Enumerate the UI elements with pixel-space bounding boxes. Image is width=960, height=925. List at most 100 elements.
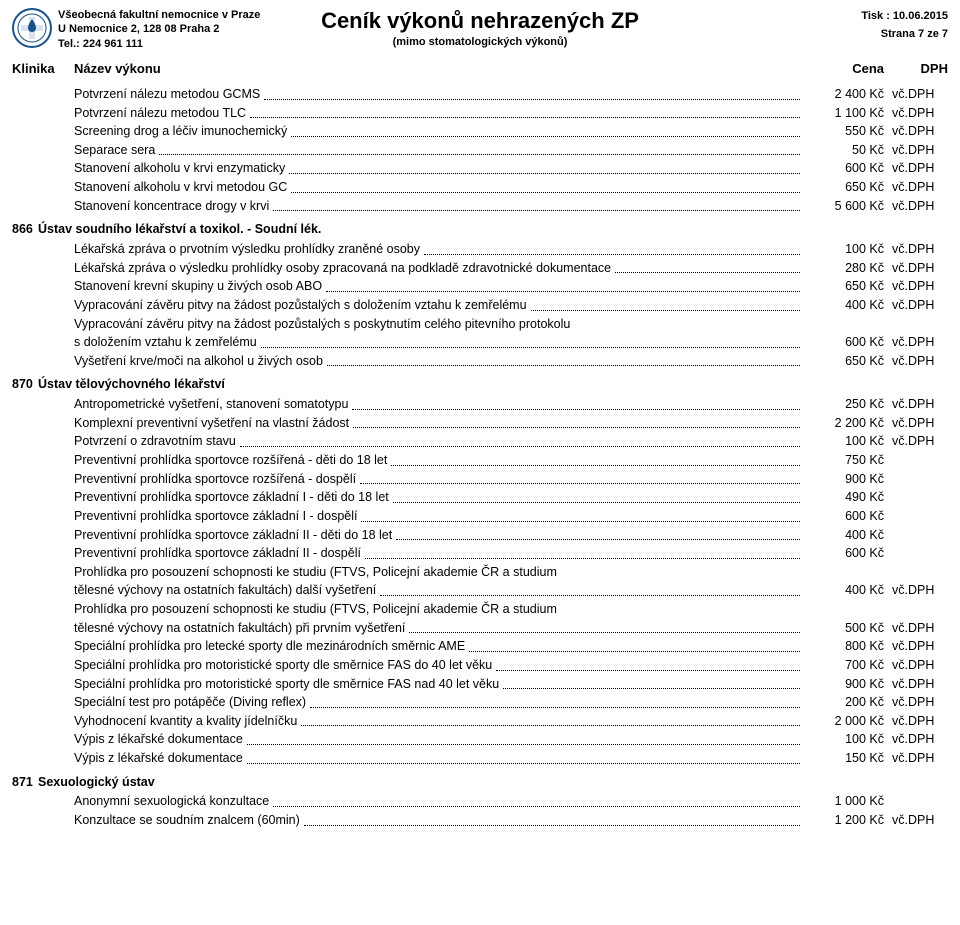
price-row: Stanovení alkoholu v krvi enzymaticky600…	[12, 161, 948, 177]
item-name: Speciální prohlídka pro motoristické spo…	[74, 677, 499, 693]
price-row: Stanovení koncentrace drogy v krvi5 600 …	[12, 199, 948, 215]
price-row: Preventivní prohlídka sportovce základní…	[12, 528, 948, 544]
item-price: 100 Kč	[804, 434, 884, 450]
leader-dots	[301, 725, 800, 726]
item-name: Preventivní prohlídka sportovce základní…	[74, 509, 357, 525]
item-dph: vč.DPH	[884, 434, 948, 450]
col-cena: Cena	[804, 61, 884, 76]
leader-dots	[261, 347, 800, 348]
price-row: s doložením vztahu k zemřelému600 Kčvč.D…	[12, 335, 948, 351]
item-name: Preventivní prohlídka sportovce rozšířen…	[74, 472, 356, 488]
price-row: Stanovení alkoholu v krvi metodou GC650 …	[12, 180, 948, 196]
item-dph: vč.DPH	[884, 714, 948, 730]
org-line-3: Tel.: 224 961 111	[58, 38, 143, 50]
leader-dots	[264, 99, 800, 100]
item-name: Stanovení alkoholu v krvi enzymaticky	[74, 161, 285, 177]
item-name: Výpis z lékařské dokumentace	[74, 751, 243, 767]
price-row: Separace sera50 Kčvč.DPH	[12, 143, 948, 159]
leader-dots	[409, 632, 800, 633]
item-dph: vč.DPH	[884, 397, 948, 413]
item-price: 900 Kč	[804, 472, 884, 488]
item-price: 750 Kč	[804, 453, 884, 469]
price-row: Potvrzení nálezu metodou TLC 1 100 Kčvč.D…	[12, 106, 948, 122]
item-name: Vyhodnocení kvantity a kvality jídelníčk…	[74, 714, 297, 730]
leader-dots	[469, 651, 800, 652]
item-dph: vč.DPH	[884, 124, 948, 140]
item-name: Preventivní prohlídka sportovce základní…	[74, 546, 361, 562]
item-name: Preventivní prohlídka sportovce rozšířen…	[74, 453, 387, 469]
item-name: Vyšetření krve/moči na alkohol u živých …	[74, 354, 323, 370]
item-dph: vč.DPH	[884, 354, 948, 370]
price-row: Anonymní sexuologická konzultace 1 000 Kč	[12, 794, 948, 810]
item-price: 1 100 Kč	[804, 106, 884, 122]
price-row: Vypracování závěru pitvy na žádost pozůs…	[12, 317, 948, 333]
item-price: 50 Kč	[804, 143, 884, 159]
org-line-1: Všeobecná fakultní nemocnice v Praze	[58, 9, 260, 21]
item-name: Prohlídka pro posouzení schopnosti ke st…	[74, 565, 557, 581]
item-name: Anonymní sexuologická konzultace	[74, 794, 269, 810]
item-name: s doložením vztahu k zemřelému	[74, 335, 257, 351]
item-price: 250 Kč	[804, 397, 884, 413]
item-price: 650 Kč	[804, 354, 884, 370]
leader-dots	[250, 117, 800, 118]
item-name: Separace sera	[74, 143, 155, 159]
price-row: Preventivní prohlídka sportovce rozšířen…	[12, 453, 948, 469]
page: Všeobecná fakultní nemocnice v Praze U N…	[0, 0, 960, 845]
item-price: 500 Kč	[804, 621, 884, 637]
item-price: 800 Kč	[804, 639, 884, 655]
price-row: Antropometrické vyšetření, stanovení som…	[12, 397, 948, 413]
price-row: Vyšetření krve/moči na alkohol u živých …	[12, 354, 948, 370]
item-price: 100 Kč	[804, 242, 884, 258]
leader-dots	[240, 446, 800, 447]
item-dph: vč.DPH	[884, 161, 948, 177]
item-name: Stanovení krevní skupiny u živých osob A…	[74, 279, 322, 295]
item-name: Speciální prohlídka pro letecké sporty d…	[74, 639, 465, 655]
item-price: 600 Kč	[804, 335, 884, 351]
leader-dots	[365, 558, 800, 559]
item-name: tělesné výchovy na ostatních fakultách) …	[74, 583, 376, 599]
item-price: 650 Kč	[804, 279, 884, 295]
header: Všeobecná fakultní nemocnice v Praze U N…	[12, 8, 948, 51]
item-name: Stanovení alkoholu v krvi metodou GC	[74, 180, 287, 196]
leader-dots	[391, 465, 800, 466]
price-row: Výpis z lékařské dokumentace100 Kčvč.DPH	[12, 732, 948, 748]
leader-dots	[531, 310, 800, 311]
section-code: 871	[12, 773, 38, 792]
org-line-2: U Nemocnice 2, 128 08 Praha 2	[58, 23, 219, 35]
item-price: 900 Kč	[804, 677, 884, 693]
item-price: 600 Kč	[804, 546, 884, 562]
price-row: Preventivní prohlídka sportovce rozšířen…	[12, 472, 948, 488]
item-dph: vč.DPH	[884, 242, 948, 258]
leader-dots	[273, 210, 800, 211]
item-dph: vč.DPH	[884, 87, 948, 103]
item-name: Vypracování závěru pitvy na žádost pozůs…	[74, 317, 570, 333]
item-price: 280 Kč	[804, 261, 884, 277]
item-dph: vč.DPH	[884, 106, 948, 122]
section-name: Ústav tělovýchovného lékařství	[38, 375, 948, 394]
item-price: 2 000 Kč	[804, 714, 884, 730]
item-price: 2 200 Kč	[804, 416, 884, 432]
col-nazev: Název výkonu	[74, 61, 804, 76]
item-name: Komplexní preventivní vyšetření na vlast…	[74, 416, 349, 432]
item-name: Potvrzení nálezu metodou TLC	[74, 106, 246, 122]
price-row: Lékařská zpráva o výsledku prohlídky oso…	[12, 261, 948, 277]
item-name: Vypracování závěru pitvy na žádost pozůs…	[74, 298, 527, 314]
item-name: Prohlídka pro posouzení schopnosti ke st…	[74, 602, 557, 618]
leader-dots	[393, 502, 800, 503]
leader-dots	[380, 595, 800, 596]
price-row: Preventivní prohlídka sportovce základní…	[12, 490, 948, 506]
item-name: Stanovení koncentrace drogy v krvi	[74, 199, 269, 215]
header-right: Tisk : 10.06.2015 Strana 7 ze 7	[861, 8, 948, 43]
item-dph: vč.DPH	[884, 298, 948, 314]
leader-dots	[353, 427, 800, 428]
price-row: Vypracování závěru pitvy na žádost pozůs…	[12, 298, 948, 314]
item-name: Lékařská zpráva o výsledku prohlídky oso…	[74, 261, 611, 277]
item-price: 1 000 Kč	[804, 794, 884, 810]
price-row: Speciální prohlídka pro letecké sporty d…	[12, 639, 948, 655]
item-dph: vč.DPH	[884, 199, 948, 215]
item-price: 400 Kč	[804, 528, 884, 544]
price-row: Preventivní prohlídka sportovce základní…	[12, 509, 948, 525]
item-dph: vč.DPH	[884, 813, 948, 829]
item-price: 490 Kč	[804, 490, 884, 506]
item-dph: vč.DPH	[884, 732, 948, 748]
